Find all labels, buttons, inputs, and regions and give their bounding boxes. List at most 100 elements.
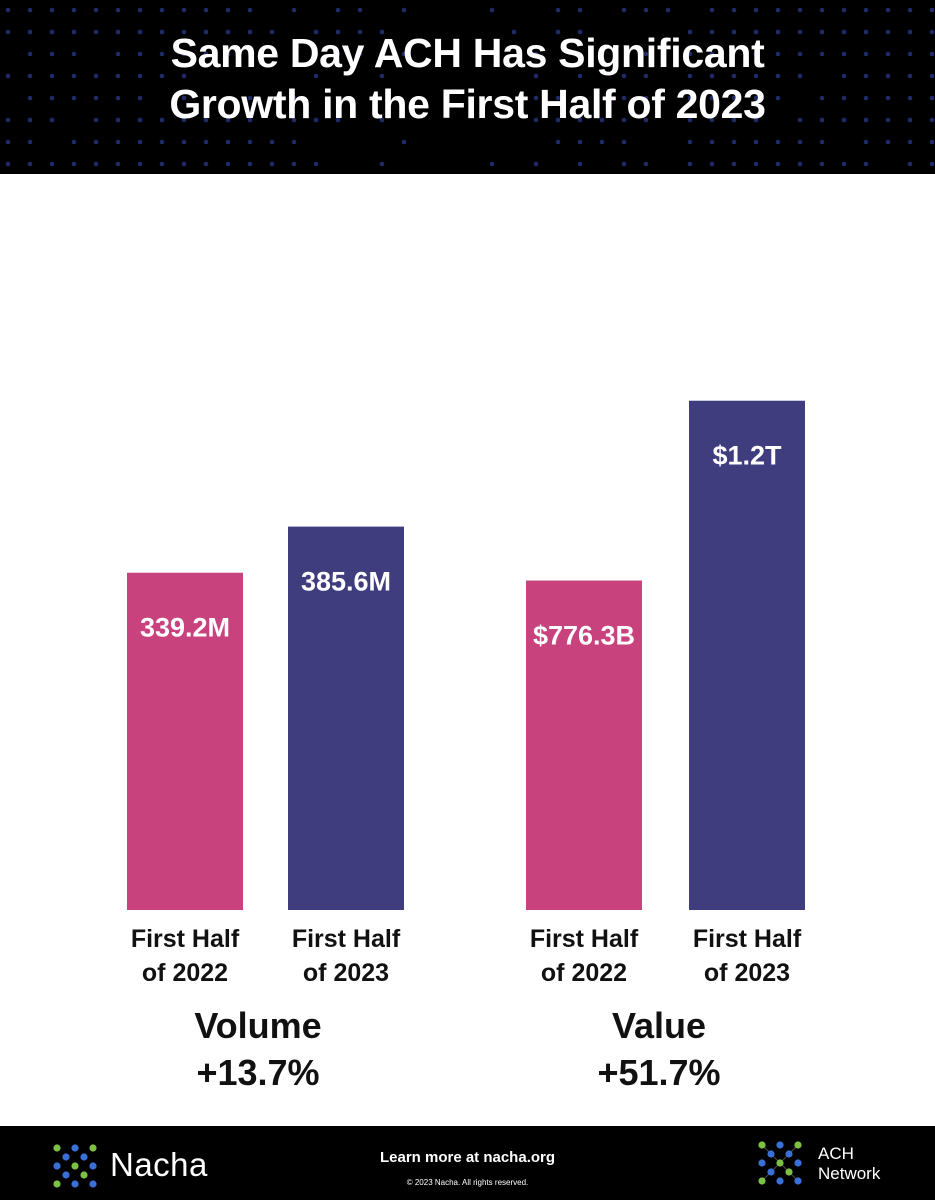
logo-dot <box>758 1159 766 1167</box>
pattern-dot <box>357 29 363 35</box>
logo-dot <box>80 1153 88 1161</box>
pattern-dot <box>225 29 231 35</box>
logo-dot <box>53 1180 61 1188</box>
pattern-dot <box>929 73 935 79</box>
pattern-dot <box>93 95 99 101</box>
pattern-dot <box>71 161 77 167</box>
logo-dot <box>758 1177 766 1185</box>
pattern-dot <box>181 117 187 123</box>
pattern-dot <box>643 51 649 57</box>
category-label-line1: First Half <box>292 925 401 953</box>
pattern-dot <box>269 161 275 167</box>
pattern-dot <box>731 73 737 79</box>
nacha-dots-logo-icon <box>53 1144 97 1188</box>
pattern-dot <box>5 7 11 13</box>
pattern-dot <box>577 161 583 167</box>
pattern-dot <box>247 51 253 57</box>
pattern-dot <box>819 7 825 13</box>
logo-dot <box>53 1144 61 1152</box>
pattern-dot <box>379 51 385 57</box>
pattern-dot <box>159 117 165 123</box>
pattern-dot <box>863 51 869 57</box>
logo-dot <box>767 1168 775 1176</box>
pattern-dot <box>907 51 913 57</box>
bar-value-1 <box>689 400 805 910</box>
pattern-dot <box>401 139 407 145</box>
ach-text-line-1: ACH <box>818 1144 854 1163</box>
pattern-dot <box>665 7 671 13</box>
pattern-dot <box>313 117 319 123</box>
logo-dot <box>89 1144 97 1152</box>
logo-dot <box>776 1177 784 1185</box>
pattern-dot <box>313 73 319 79</box>
pattern-dot <box>5 29 11 35</box>
pattern-dot <box>269 139 275 145</box>
category-label-line2: of 2022 <box>541 959 627 987</box>
logo-dot <box>71 1144 79 1152</box>
pattern-dot <box>841 95 847 101</box>
pattern-dot <box>489 7 495 13</box>
pattern-dot <box>313 29 319 35</box>
pattern-dot <box>907 73 913 79</box>
pattern-dot <box>819 161 825 167</box>
pattern-dot <box>907 117 913 123</box>
pattern-dot <box>841 29 847 35</box>
pattern-dot <box>863 117 869 123</box>
pattern-dot <box>357 7 363 13</box>
pattern-dot <box>577 29 583 35</box>
learn-more-link[interactable]: Learn more at nacha.org <box>379 1149 556 1166</box>
pattern-dot <box>709 7 715 13</box>
pattern-dot <box>533 95 539 101</box>
pattern-dot <box>247 139 253 145</box>
bar-value-label: $776.3B <box>533 621 635 651</box>
pattern-dot <box>159 161 165 167</box>
pattern-dot <box>27 51 33 57</box>
pattern-dot <box>775 7 781 13</box>
pattern-dot <box>335 117 341 123</box>
group-label-volume: Volume <box>194 1005 321 1046</box>
ach-network-logo[interactable]: ACH Network <box>757 1140 907 1188</box>
pattern-dot <box>775 51 781 57</box>
pattern-dot <box>379 117 385 123</box>
pattern-dot <box>753 73 759 79</box>
pattern-dot <box>555 29 561 35</box>
pattern-dot <box>709 51 715 57</box>
pattern-dot <box>335 51 341 57</box>
pattern-dot <box>731 161 737 167</box>
pattern-dot <box>93 7 99 13</box>
bar-value-label: 385.6M <box>301 567 391 597</box>
pattern-dot <box>841 7 847 13</box>
pattern-dot <box>687 139 693 145</box>
pattern-dot <box>71 73 77 79</box>
pattern-dot <box>313 161 319 167</box>
pattern-dot <box>313 51 319 57</box>
pattern-dot <box>93 139 99 145</box>
pattern-dot <box>753 117 759 123</box>
pattern-dot <box>599 51 605 57</box>
pattern-dot <box>27 139 33 145</box>
category-label-line1: First Half <box>131 925 240 953</box>
pattern-dot <box>885 139 891 145</box>
title-line-1: Same Day ACH Has Significant <box>170 30 765 76</box>
pattern-dot <box>621 161 627 167</box>
category-label-line2: of 2023 <box>303 959 389 987</box>
pattern-dot <box>225 161 231 167</box>
nacha-logo[interactable]: Nacha <box>52 1143 252 1188</box>
pattern-dot <box>621 117 627 123</box>
pattern-dot <box>247 29 253 35</box>
pattern-dot <box>27 73 33 79</box>
pattern-dot <box>687 29 693 35</box>
pattern-dot <box>577 117 583 123</box>
pattern-dot <box>225 51 231 57</box>
pattern-dot <box>71 51 77 57</box>
pattern-dot <box>115 139 121 145</box>
pattern-dot <box>203 139 209 145</box>
pattern-dot <box>687 73 693 79</box>
pattern-dot <box>181 73 187 79</box>
group-change-volume: +13.7% <box>196 1052 319 1093</box>
pattern-dot <box>753 7 759 13</box>
pattern-dot <box>929 29 935 35</box>
logo-dot <box>89 1162 97 1170</box>
pattern-dot <box>137 73 143 79</box>
pattern-dot <box>753 51 759 57</box>
